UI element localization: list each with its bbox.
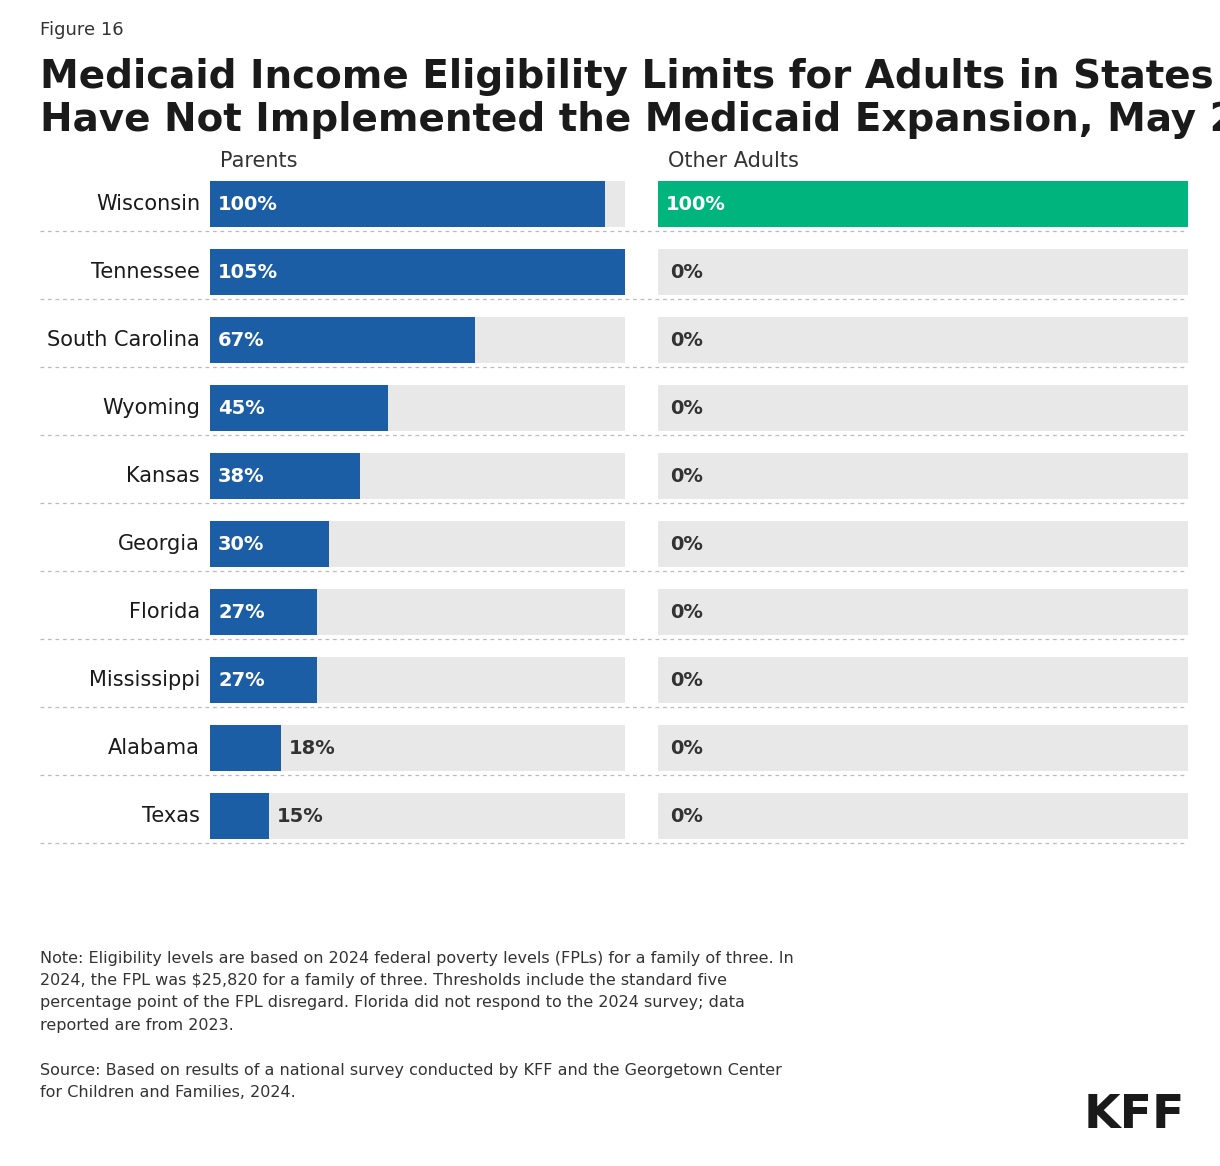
Text: 67%: 67% [218,330,265,350]
Text: Medicaid Income Eligibility Limits for Adults in States That: Medicaid Income Eligibility Limits for A… [40,58,1220,96]
Text: Wyoming: Wyoming [102,398,200,417]
Bar [210,589,317,635]
Text: 0%: 0% [670,738,703,758]
Bar [210,250,625,295]
Bar [210,317,625,363]
Bar [210,793,270,840]
Text: Texas: Texas [142,806,200,826]
Text: Kansas: Kansas [127,466,200,486]
Bar [210,521,328,567]
Bar [210,656,625,703]
Bar [658,250,1188,295]
Text: Note: Eligibility levels are based on 2024 federal poverty levels (FPLs) for a f: Note: Eligibility levels are based on 20… [40,951,794,1033]
Text: 0%: 0% [670,262,703,281]
Text: 27%: 27% [218,670,265,689]
Bar [210,250,625,295]
Text: 27%: 27% [218,603,265,621]
Text: 100%: 100% [218,195,278,213]
Bar [210,589,625,635]
Text: 45%: 45% [218,399,265,417]
Bar [658,181,1188,227]
Bar [210,317,475,363]
Bar [210,385,388,431]
Bar [658,181,1163,227]
Bar [210,181,625,227]
Bar [658,656,1188,703]
Bar [658,725,1188,771]
Text: 0%: 0% [670,603,703,621]
Text: 0%: 0% [670,670,703,689]
Bar [210,454,625,499]
Text: 0%: 0% [670,807,703,826]
Text: KFF: KFF [1083,1093,1185,1138]
Text: 0%: 0% [670,534,703,554]
Text: 0%: 0% [670,399,703,417]
Text: Wisconsin: Wisconsin [96,194,200,215]
Text: South Carolina: South Carolina [48,330,200,350]
Bar [210,656,317,703]
Bar [658,589,1188,635]
Text: Parents: Parents [220,152,298,171]
Bar [210,181,605,227]
Text: Georgia: Georgia [118,534,200,554]
Text: Mississippi: Mississippi [89,670,200,690]
Text: 30%: 30% [218,534,265,554]
Bar [658,317,1188,363]
Text: 0%: 0% [670,466,703,485]
Text: Have Not Implemented the Medicaid Expansion, May 2024: Have Not Implemented the Medicaid Expans… [40,101,1220,139]
Text: 15%: 15% [277,807,325,826]
Bar [210,454,360,499]
Text: Figure 16: Figure 16 [40,21,123,38]
Bar [210,793,625,840]
Text: 0%: 0% [670,330,703,350]
Text: Alabama: Alabama [109,738,200,758]
Text: 105%: 105% [218,262,278,281]
Text: Florida: Florida [129,602,200,621]
Bar [658,521,1188,567]
Bar [210,725,625,771]
Bar [658,454,1188,499]
Text: Other Adults: Other Adults [669,152,799,171]
Text: 100%: 100% [666,195,726,213]
Text: Tennessee: Tennessee [92,262,200,282]
Bar [210,725,281,771]
Bar [658,385,1188,431]
Bar [210,521,625,567]
Text: 18%: 18% [289,738,336,758]
Bar [658,793,1188,840]
Text: 38%: 38% [218,466,265,485]
Bar [210,385,625,431]
Text: Source: Based on results of a national survey conducted by KFF and the Georgetow: Source: Based on results of a national s… [40,1063,782,1101]
